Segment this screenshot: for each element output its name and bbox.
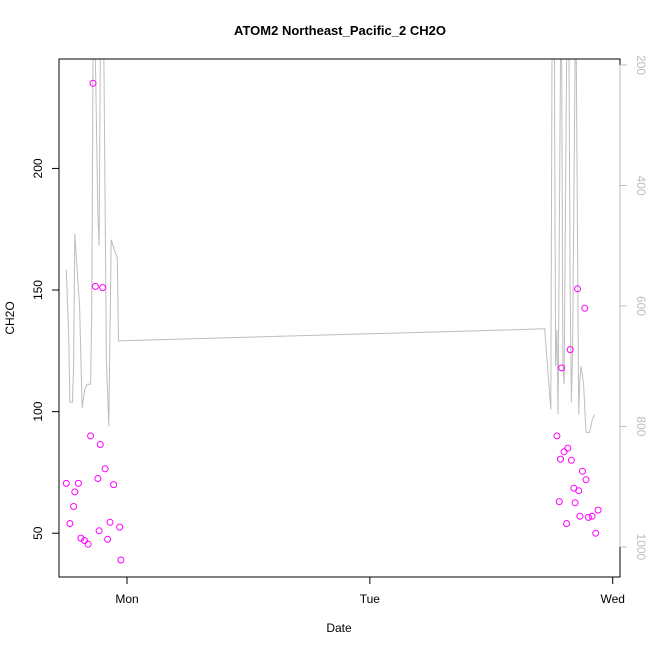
data-point xyxy=(575,487,583,495)
data-point xyxy=(106,518,114,526)
data-point xyxy=(70,503,78,510)
x-tick-label: Mon xyxy=(115,592,138,606)
data-point xyxy=(91,282,99,290)
data-point xyxy=(87,432,95,440)
data-point xyxy=(581,304,589,312)
data-point xyxy=(74,479,82,487)
data-point xyxy=(116,523,124,531)
y2-tick-label: 200 xyxy=(634,55,648,75)
y-tick-label: 100 xyxy=(31,401,45,421)
data-point xyxy=(89,79,97,87)
data-point xyxy=(71,488,79,496)
chart-title: ATOM2 Northeast_Pacific_2 CH2O xyxy=(234,23,446,38)
data-point xyxy=(594,506,602,514)
series-line xyxy=(65,59,595,433)
y-tick-label: 50 xyxy=(31,526,45,540)
data-point xyxy=(62,479,70,487)
y2-tick-label: 800 xyxy=(634,416,648,436)
y2-tick-label: 400 xyxy=(634,175,648,195)
data-point xyxy=(567,456,575,464)
data-point xyxy=(101,465,109,473)
data-point xyxy=(574,285,581,293)
data-point xyxy=(99,284,107,292)
data-point xyxy=(592,529,600,537)
data-point xyxy=(571,499,579,507)
data-point xyxy=(117,556,125,564)
x-axis-label: Date xyxy=(326,621,352,635)
data-point xyxy=(563,520,571,527)
data-point xyxy=(560,448,568,456)
data-point xyxy=(564,444,572,452)
data-point xyxy=(94,475,102,482)
series-line-group xyxy=(65,59,595,433)
data-point xyxy=(566,346,574,354)
data-point xyxy=(578,467,586,475)
y2-tick-label: 600 xyxy=(634,296,648,316)
data-point xyxy=(576,512,584,520)
data-point xyxy=(84,540,92,548)
y-tick-label: 200 xyxy=(31,158,45,178)
y-axis-left: 50 100 150 200 xyxy=(31,158,60,540)
y2-tick-label: 1000 xyxy=(634,534,648,561)
x-tick-label: Tue xyxy=(360,592,381,606)
data-point xyxy=(104,535,112,543)
data-point xyxy=(584,513,592,521)
data-point xyxy=(553,432,561,440)
y-tick-label: 150 xyxy=(31,280,45,300)
plot-frame xyxy=(58,58,621,578)
series-points-group xyxy=(62,79,602,564)
data-point xyxy=(96,441,104,448)
x-axis: Mon Tue Wed xyxy=(115,576,625,606)
data-point xyxy=(77,534,85,542)
data-point xyxy=(555,498,563,506)
plot-area xyxy=(62,59,602,564)
data-point xyxy=(588,512,596,520)
data-point xyxy=(110,481,118,489)
data-point xyxy=(557,455,564,463)
data-point xyxy=(582,476,590,484)
data-point xyxy=(66,520,74,527)
data-point xyxy=(558,364,566,372)
data-point xyxy=(81,537,88,544)
y-axis-right: 200 400 600 800 1000 xyxy=(619,55,648,561)
x-tick-label: Wed xyxy=(600,592,624,606)
data-point xyxy=(95,527,103,535)
y-axis-label: CH2O xyxy=(3,301,17,334)
